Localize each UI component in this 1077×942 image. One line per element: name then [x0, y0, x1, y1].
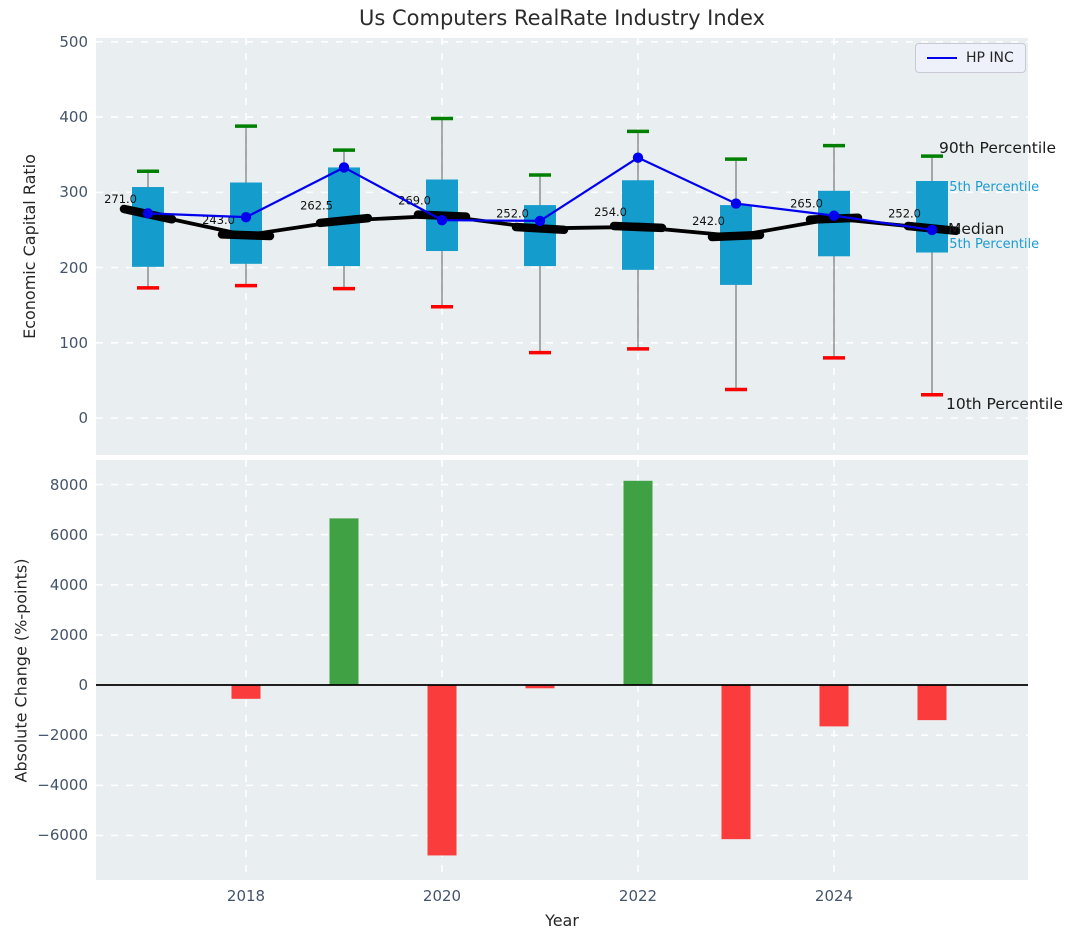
- box-2023: [720, 205, 752, 285]
- bottom-y-tick-label: 2000: [49, 625, 88, 644]
- bottom-y-axis-label-text: Absolute Change (%-points): [11, 558, 31, 782]
- top-y-tick-label: 200: [59, 258, 88, 277]
- top-y-tick-label: 300: [59, 183, 88, 202]
- box-2025: [916, 181, 948, 253]
- hp-inc-marker-2017: [142, 208, 154, 219]
- change-bar-2018: [231, 685, 261, 699]
- legend-label: HP INC: [966, 50, 1014, 66]
- box-2017: [132, 187, 164, 267]
- median-marker-2023: [707, 230, 765, 242]
- bottom-y-tick-label: −4000: [37, 776, 88, 795]
- bottom-y-tick-label: 8000: [49, 475, 88, 494]
- bottom-chart-svg: [96, 460, 1028, 880]
- bottom-y-tick-label: 4000: [49, 575, 88, 594]
- median-value-label: 242.0: [692, 214, 725, 228]
- hp-inc-marker-2018: [240, 211, 252, 223]
- bottom-y-tick-label: −6000: [37, 826, 88, 845]
- median-marker-2022: [609, 221, 667, 233]
- bottom-y-tick-label: 0: [78, 676, 88, 695]
- top-y-tick-label: 100: [59, 333, 88, 352]
- x-tick-label: 2024: [814, 887, 854, 905]
- x-axis-label: Year: [545, 911, 579, 930]
- hp-inc-marker-2019: [338, 162, 350, 173]
- top-y-tick-label: 500: [59, 32, 88, 51]
- top-y-tick-label: 400: [59, 108, 88, 127]
- median-value-label: 252.0: [888, 206, 921, 220]
- annotation-p25: 25th Percentile: [941, 236, 1040, 252]
- change-bar-2022: [623, 480, 653, 686]
- hp-inc-marker-2024: [828, 210, 840, 221]
- top-panel: 271.0 243.0 262.5 269.0 252.0 254.0 242.0 265.0…: [96, 38, 1028, 455]
- annotation-p75: 75th Percentile: [941, 180, 1040, 195]
- bottom-y-tick-label: −2000: [37, 726, 88, 745]
- annotation-p90: 90th Percentile: [939, 139, 1057, 158]
- bottom-y-axis-label: Absolute Change (%-points): [8, 460, 34, 880]
- change-bar-2023: [721, 685, 751, 840]
- x-tick-label: 2022: [618, 887, 658, 905]
- median-value-label: 269.0: [398, 194, 431, 208]
- box-2018: [230, 182, 262, 264]
- median-value-label: 271.0: [104, 192, 137, 206]
- change-bar-2020: [427, 685, 457, 856]
- change-bar-2019: [329, 518, 359, 686]
- median-value-label: 254.0: [594, 205, 627, 219]
- median-value-label: 265.0: [790, 197, 823, 211]
- hp-inc-marker-2025: [926, 224, 938, 236]
- top-y-axis-label: Economic Capital Ratio: [16, 38, 42, 455]
- change-bar-2024: [819, 685, 849, 727]
- change-bar-2021: [525, 685, 555, 689]
- x-tick-label: 2018: [226, 887, 266, 905]
- bottom-y-tick-label: 6000: [49, 525, 88, 544]
- x-tick-label: 2020: [422, 887, 462, 905]
- median-value-label: 262.5: [300, 199, 333, 213]
- hp-inc-marker-2021: [534, 215, 546, 227]
- hp-inc-marker-2023: [730, 198, 742, 209]
- hp-inc-marker-2022: [632, 152, 644, 163]
- hp-line-legend-swatch: [927, 57, 957, 59]
- change-bar-2025: [917, 685, 947, 721]
- median-marker-2018: [217, 230, 275, 241]
- chart-title: Us Computers RealRate Industry Index: [359, 6, 765, 30]
- top-y-tick-label: 0: [78, 409, 88, 428]
- median-value-label: 252.0: [496, 206, 529, 220]
- hp-inc-marker-2020: [436, 214, 448, 226]
- bottom-panel: [96, 460, 1028, 880]
- annotation-median: Median: [948, 220, 1005, 239]
- median-marker-2019: [315, 213, 373, 228]
- median-marker-2021: [511, 222, 569, 235]
- annotation-p10: 10th Percentile: [946, 394, 1064, 413]
- legend: HP INC: [915, 43, 1026, 73]
- box-2024: [818, 190, 850, 257]
